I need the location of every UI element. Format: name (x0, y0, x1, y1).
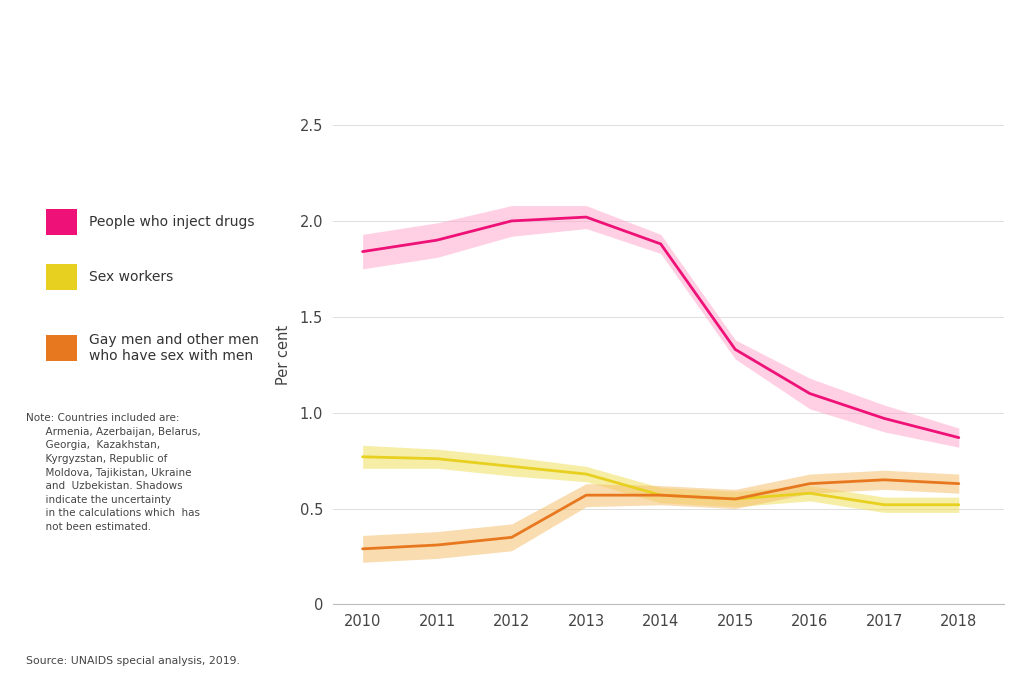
Text: Source: UNAIDS special analysis, 2019.: Source: UNAIDS special analysis, 2019. (26, 656, 240, 666)
Text: Note: Countries included are:
      Armenia, Azerbaijan, Belarus,
      Georgia,: Note: Countries included are: Armenia, A… (26, 413, 201, 532)
Text: Gay men and other men
who have sex with men: Gay men and other men who have sex with … (89, 333, 259, 363)
Text: Sex workers: Sex workers (89, 270, 173, 283)
Y-axis label: Per cent: Per cent (276, 325, 291, 385)
Text: People who inject drugs: People who inject drugs (89, 215, 255, 229)
Text: HIV incidence trends among key populations,: HIV incidence trends among key populatio… (26, 21, 755, 49)
Text: eastern Europe and central Asia, 2010–2018: eastern Europe and central Asia, 2010–20… (26, 61, 736, 89)
